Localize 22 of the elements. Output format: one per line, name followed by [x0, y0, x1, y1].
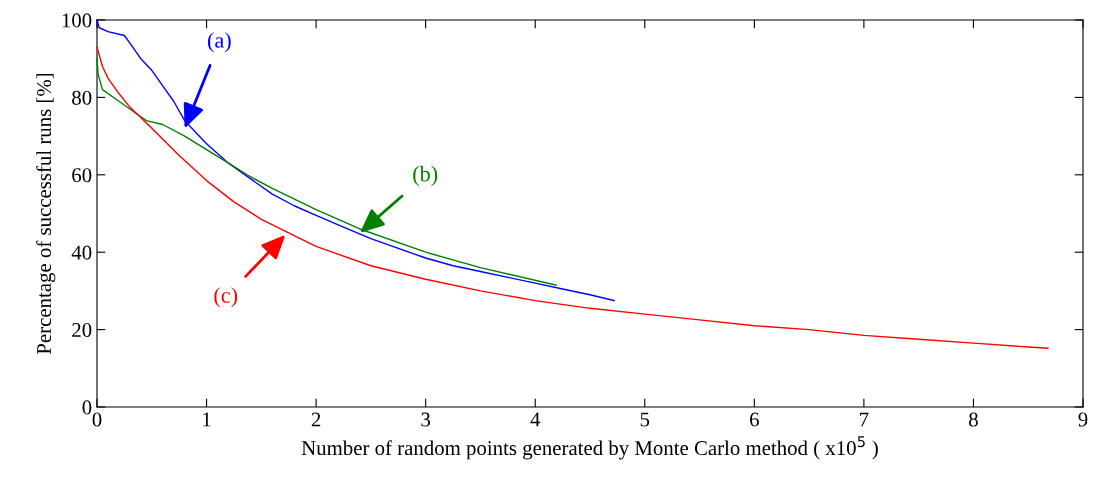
x-tick-label: 3 [421, 412, 431, 427]
x-axis-title: Number of random points generated by Monte Carlo method ( x10$^{5}$ ) [301, 436, 878, 460]
x-tick-label: 5 [640, 412, 650, 427]
line-series [96, 58, 557, 286]
x-tick-label: 6 [750, 412, 759, 427]
x-tick-label: 7 [860, 412, 869, 427]
annotation: (b) [413, 165, 438, 186]
y-tick-label: 20 [72, 322, 92, 338]
y-tick-label: 0 [82, 400, 92, 415]
x-tick-label: 4 [530, 412, 541, 427]
x-tick-label: 8 [969, 412, 978, 427]
y-tick-label: 80 [72, 90, 92, 105]
y-axis-title: Percentage of successful runs [%] [36, 73, 56, 355]
y-tick-label: 60 [72, 168, 92, 183]
x-tick-label: 0 [92, 412, 102, 427]
y-tick-label: 40 [71, 245, 92, 260]
annotation: (a) [208, 32, 231, 53]
x-tick-label: 1 [203, 412, 211, 427]
x-tick-label: 2 [311, 412, 321, 427]
y-tick-label: 100 [62, 13, 92, 28]
x-tick-label: 9 [1078, 412, 1088, 427]
annotation: (c) [214, 287, 238, 308]
